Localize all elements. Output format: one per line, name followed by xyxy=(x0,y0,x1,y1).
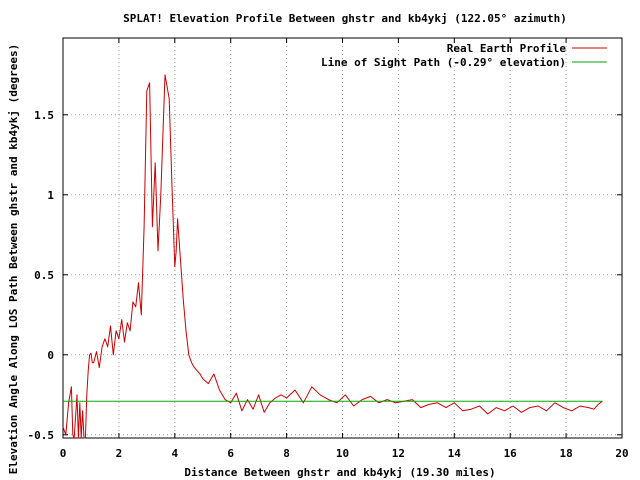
x-axis-label: Distance Between ghstr and kb4ykj (19.30… xyxy=(184,466,495,479)
x-tick-label: 8 xyxy=(283,447,290,460)
x-tick-label: 0 xyxy=(60,447,67,460)
x-tick-label: 20 xyxy=(615,447,628,460)
y-tick-label: 1 xyxy=(47,189,54,202)
grid-lines xyxy=(63,38,622,438)
y-tick-label: 0 xyxy=(47,349,54,362)
y-tick-label: -0.5 xyxy=(28,429,55,442)
y-tick-label: 1.5 xyxy=(34,109,54,122)
legend: Real Earth Profile Line of Sight Path (-… xyxy=(321,42,607,69)
y-tick-label: 0.5 xyxy=(34,269,54,282)
y-axis-ticks: -0.5 0 0.5 1 1.5 xyxy=(28,109,622,442)
x-tick-label: 2 xyxy=(116,447,123,460)
chart-title: SPLAT! Elevation Profile Between ghstr a… xyxy=(123,12,567,25)
legend-label-line-of-sight-path: Line of Sight Path (-0.29° elevation) xyxy=(321,56,566,69)
y-axis-label: Elevation Angle Along LOS Path Between g… xyxy=(7,44,20,474)
series-group xyxy=(62,74,603,439)
x-tick-label: 4 xyxy=(171,447,178,460)
x-tick-label: 12 xyxy=(392,447,405,460)
x-tick-label: 10 xyxy=(336,447,349,460)
x-tick-label: 14 xyxy=(448,447,462,460)
x-axis-ticks: 0 2 4 6 8 10 12 14 16 18 20 xyxy=(60,38,629,460)
x-tick-label: 6 xyxy=(227,447,234,460)
x-tick-label: 16 xyxy=(504,447,518,460)
x-tick-label: 18 xyxy=(559,447,572,460)
legend-label-real-earth-profile: Real Earth Profile xyxy=(447,42,567,55)
series-line-real-earth-profile xyxy=(62,74,603,439)
